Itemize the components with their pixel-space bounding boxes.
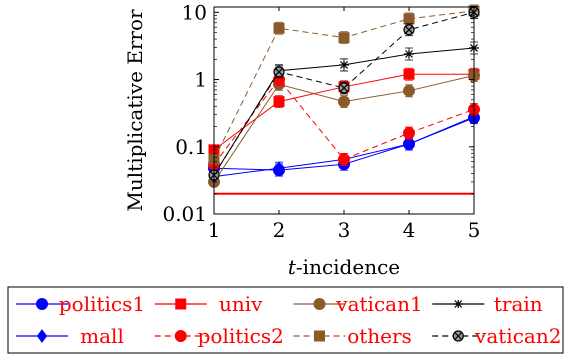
axes-layer: 1 2 3 4 5 0.01 0.1 1 10 Multiplicative Error t-inc… — [123, 0, 480, 279]
series-line-politics2 — [213, 78, 475, 165]
data-point-vatican2-3 — [403, 24, 415, 36]
legend-label-univ: univ — [219, 292, 263, 316]
data-point-mall-3-shape — [403, 137, 415, 151]
data-point-train-3-shape — [404, 49, 414, 58]
plot-layer — [208, 4, 480, 214]
data-point-vatican1-2 — [338, 95, 350, 108]
x-tick-label: 4 — [403, 218, 416, 242]
data-point-others-1-shape — [273, 22, 285, 34]
y-tick-label: 0.1 — [175, 135, 207, 159]
x-tick-label: 5 — [468, 218, 481, 242]
legend-entry-politics2: politics2 — [154, 324, 284, 348]
legend-marker-mall-shape — [36, 329, 48, 343]
data-point-mall-1 — [273, 161, 285, 176]
legend-entry-mall: mall — [16, 324, 124, 348]
legend-label-politics1: politics1 — [59, 292, 145, 316]
legend-label-train: train — [494, 292, 543, 316]
x-axis-label: t-incidence — [288, 255, 400, 279]
data-point-vatican2-3-cross — [405, 25, 413, 34]
legend-label-politics2: politics2 — [198, 324, 284, 348]
data-point-vatican1-3 — [403, 84, 415, 97]
legend-entry-univ: univ — [154, 292, 263, 316]
data-point-others-2-shape — [338, 32, 350, 44]
data-point-vatican2-2-cross — [340, 84, 348, 92]
data-point-mall-3 — [403, 137, 415, 151]
legend-marker-train — [453, 300, 464, 308]
data-point-mall-1-shape — [273, 161, 285, 176]
data-point-univ-3 — [403, 68, 415, 80]
x-tick-label: 1 — [208, 218, 221, 242]
legend-marker-vatican2-cross — [454, 332, 463, 340]
y-axis-label: Multiplicative Error — [123, 9, 147, 212]
legend-marker-train-shape — [453, 300, 464, 308]
legend-marker-vatican2 — [452, 330, 464, 342]
legend-marker-politics2-shape — [174, 330, 187, 342]
y-tick-label: 0.01 — [162, 202, 207, 226]
data-point-others-2 — [338, 32, 350, 44]
data-point-univ-1 — [273, 96, 285, 108]
legend-marker-univ — [175, 298, 187, 310]
legend: politics1 univ vatican1 train mall politics2 o… — [7, 286, 564, 354]
legend-entry-vatican1: vatican1 — [293, 292, 423, 316]
y-tick-label: 10 — [182, 0, 207, 24]
legend-entry-others: others — [293, 324, 412, 348]
data-point-univ-1-shape — [273, 96, 285, 108]
data-point-others-1 — [273, 22, 285, 34]
x-tick-label: 3 — [338, 218, 351, 242]
data-point-vatican2-1 — [273, 66, 285, 78]
x-axis-label-variable: t — [288, 255, 297, 279]
data-point-univ-3-shape — [403, 68, 415, 80]
legend-label-mall: mall — [80, 324, 124, 348]
legend-marker-politics2 — [174, 330, 187, 342]
data-point-vatican1-3-shape — [403, 84, 415, 97]
legend-box — [7, 286, 564, 354]
legend-entry-train: train — [432, 292, 543, 316]
legend-marker-politics1 — [36, 298, 48, 310]
legend-marker-others-shape — [314, 330, 325, 342]
legend-entry-politics1: politics1 — [16, 292, 145, 316]
data-point-train-2 — [339, 60, 349, 69]
legend-label-vatican2: vatican2 — [474, 324, 561, 348]
legend-marker-vatican1-shape — [313, 298, 326, 310]
x-tick-label: 2 — [273, 218, 286, 242]
legend-label-others: others — [347, 324, 412, 348]
data-point-others-3-shape — [403, 13, 415, 25]
data-point-vatican2-2 — [338, 82, 350, 94]
legend-label-vatican1: vatican1 — [335, 292, 422, 316]
legend-marker-univ-shape — [175, 298, 187, 310]
legend-marker-vatican1 — [313, 298, 326, 310]
legend-entry-vatican2: vatican2 — [432, 324, 561, 348]
x-axis-label-suffix: -incidence — [296, 255, 400, 279]
data-point-train-3 — [404, 49, 414, 58]
data-point-politics2-3-shape — [403, 127, 415, 140]
legend-marker-mall — [36, 329, 48, 343]
legend-marker-others — [314, 330, 325, 342]
legend-marker-politics1-shape — [36, 298, 48, 310]
data-point-politics2-2 — [338, 153, 350, 166]
y-tick-label: 1 — [194, 68, 207, 92]
series-line-vatican2 — [213, 11, 475, 176]
data-point-politics2-3 — [403, 127, 415, 140]
data-point-politics2-2-shape — [338, 153, 350, 166]
data-point-vatican2-1-cross — [275, 67, 283, 76]
data-point-train-2-shape — [339, 60, 349, 69]
data-point-others-3 — [403, 13, 415, 25]
data-point-vatican1-2-shape — [338, 95, 350, 108]
